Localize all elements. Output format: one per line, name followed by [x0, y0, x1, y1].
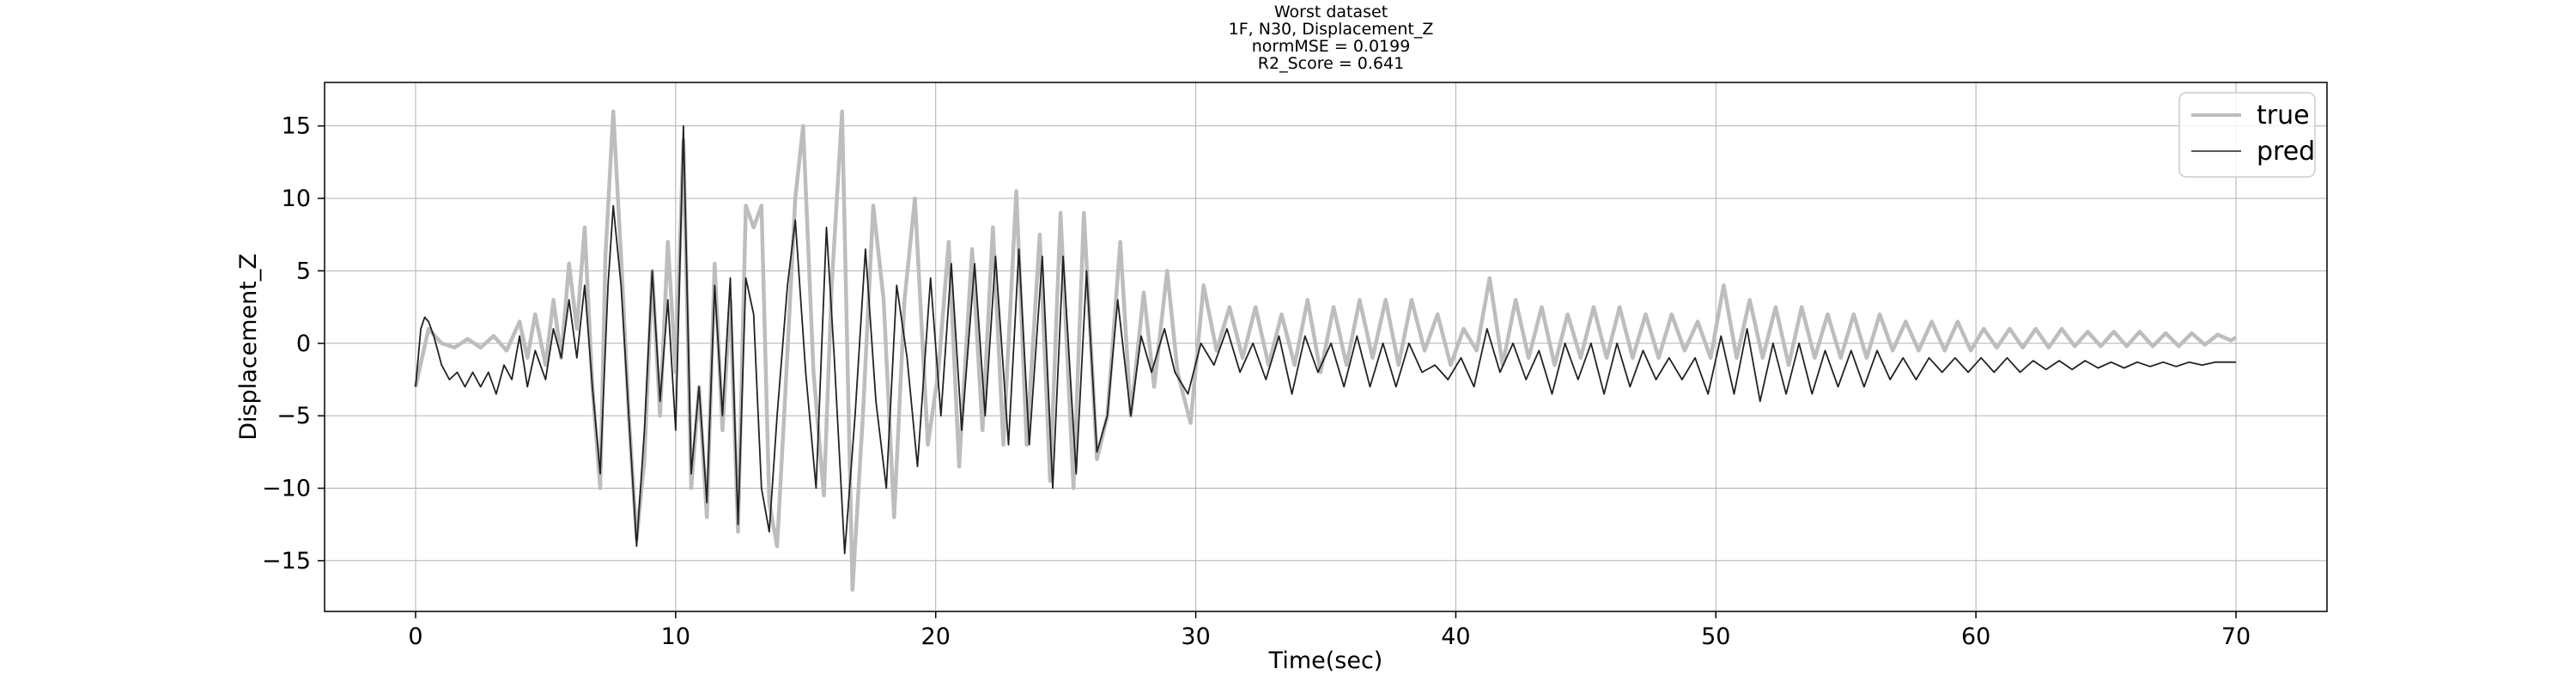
title-line-2: 1F, N30, Displacement_Z — [1228, 20, 1434, 39]
title-line-1: Worst dataset — [1273, 3, 1388, 21]
x-tick-label: 0 — [408, 623, 422, 650]
y-tick-label: 15 — [282, 113, 311, 140]
legend: true pred — [2178, 92, 2316, 178]
x-tick-label: 50 — [1701, 623, 1730, 650]
y-tick-label: −15 — [262, 548, 311, 575]
chart-title: Worst dataset 1F, N30, Displacement_Z no… — [987, 3, 1674, 72]
legend-label-true: true — [2257, 100, 2310, 131]
y-tick-label: 5 — [296, 258, 311, 284]
x-axis-label: Time(sec) — [1268, 647, 1383, 674]
legend-label-pred: pred — [2257, 137, 2315, 167]
x-tick-label: 70 — [2221, 623, 2251, 650]
y-tick-label: −10 — [262, 476, 311, 502]
plot-frame — [324, 82, 2328, 612]
y-tick-label: 0 — [296, 331, 311, 357]
series-layer — [413, 109, 2238, 592]
series-line-true — [413, 109, 2238, 592]
x-tick-label: 40 — [1441, 623, 1470, 650]
x-tick-label: 30 — [1181, 623, 1210, 650]
x-tick-label: 20 — [921, 623, 951, 650]
x-tick-label: 10 — [661, 623, 690, 650]
y-tick-label: 10 — [282, 185, 311, 212]
y-axis-label: Displacement_Z — [235, 253, 262, 441]
y-tick-label: −5 — [276, 403, 311, 429]
title-line-4: R2_Score = 0.641 — [1257, 54, 1405, 73]
title-line-3: normMSE = 0.0199 — [1251, 37, 1411, 56]
x-tick-label: 60 — [1961, 623, 1990, 650]
series-line-pred — [415, 125, 2236, 555]
